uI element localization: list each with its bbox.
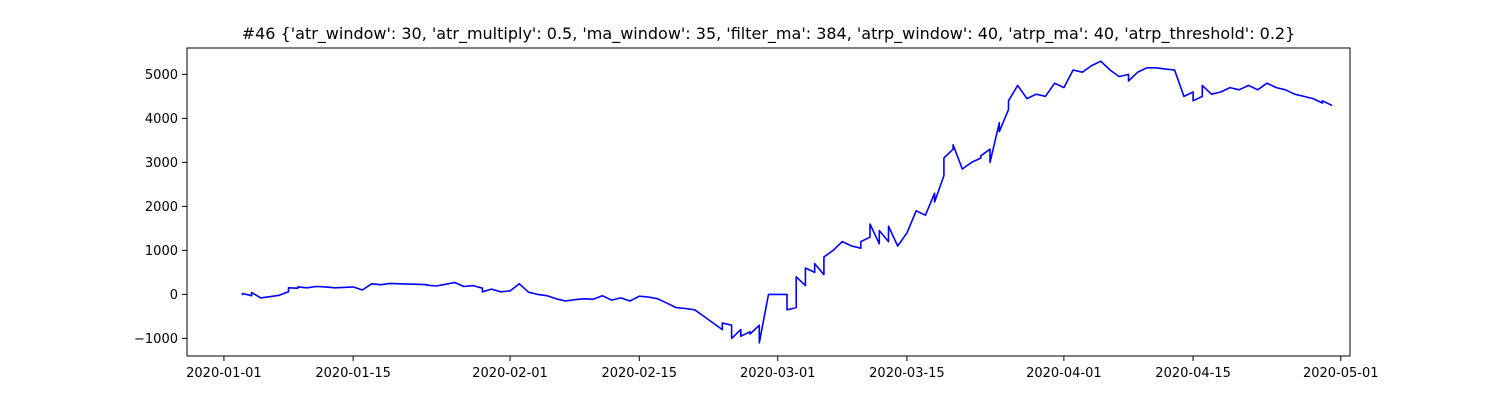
x-tick-label: 2020-01-01	[186, 366, 262, 381]
y-tick-label: 5000	[145, 68, 178, 83]
x-tick-label: 2020-04-01	[1026, 366, 1102, 381]
series-line-equity	[241, 60, 1333, 344]
y-tick-label: −1000	[134, 332, 178, 347]
x-axis: 2020-01-01 2020-01-15 2020-02-01 2020-02-15…	[186, 356, 1379, 381]
x-tick-label: 2020-03-01	[740, 366, 816, 381]
y-tick-label: 2000	[145, 200, 178, 215]
chart-title: #46 {'atr_window': 30, 'atr_multiply': 0…	[242, 24, 1296, 44]
x-tick-label: 2020-04-15	[1155, 366, 1231, 381]
y-tick-label: 4000	[145, 112, 178, 127]
x-tick-label: 2020-03-15	[869, 366, 945, 381]
y-tick-label: 0	[170, 288, 178, 303]
series-layer	[241, 60, 1333, 344]
x-tick-label: 2020-02-01	[472, 366, 548, 381]
plot-area: 2020-01-01 2020-01-15 2020-02-01 2020-02-15…	[134, 47, 1379, 381]
x-tick-label: 2020-01-15	[315, 366, 391, 381]
axes-frame	[186, 47, 1351, 357]
x-tick-label: 2020-05-01	[1303, 366, 1379, 381]
y-tick-label: 1000	[145, 244, 178, 259]
y-tick-label: 3000	[145, 156, 178, 171]
y-axis: −1000 0 1000 2000 3000 4000 5000	[134, 68, 187, 347]
x-tick-label: 2020-02-15	[601, 366, 677, 381]
